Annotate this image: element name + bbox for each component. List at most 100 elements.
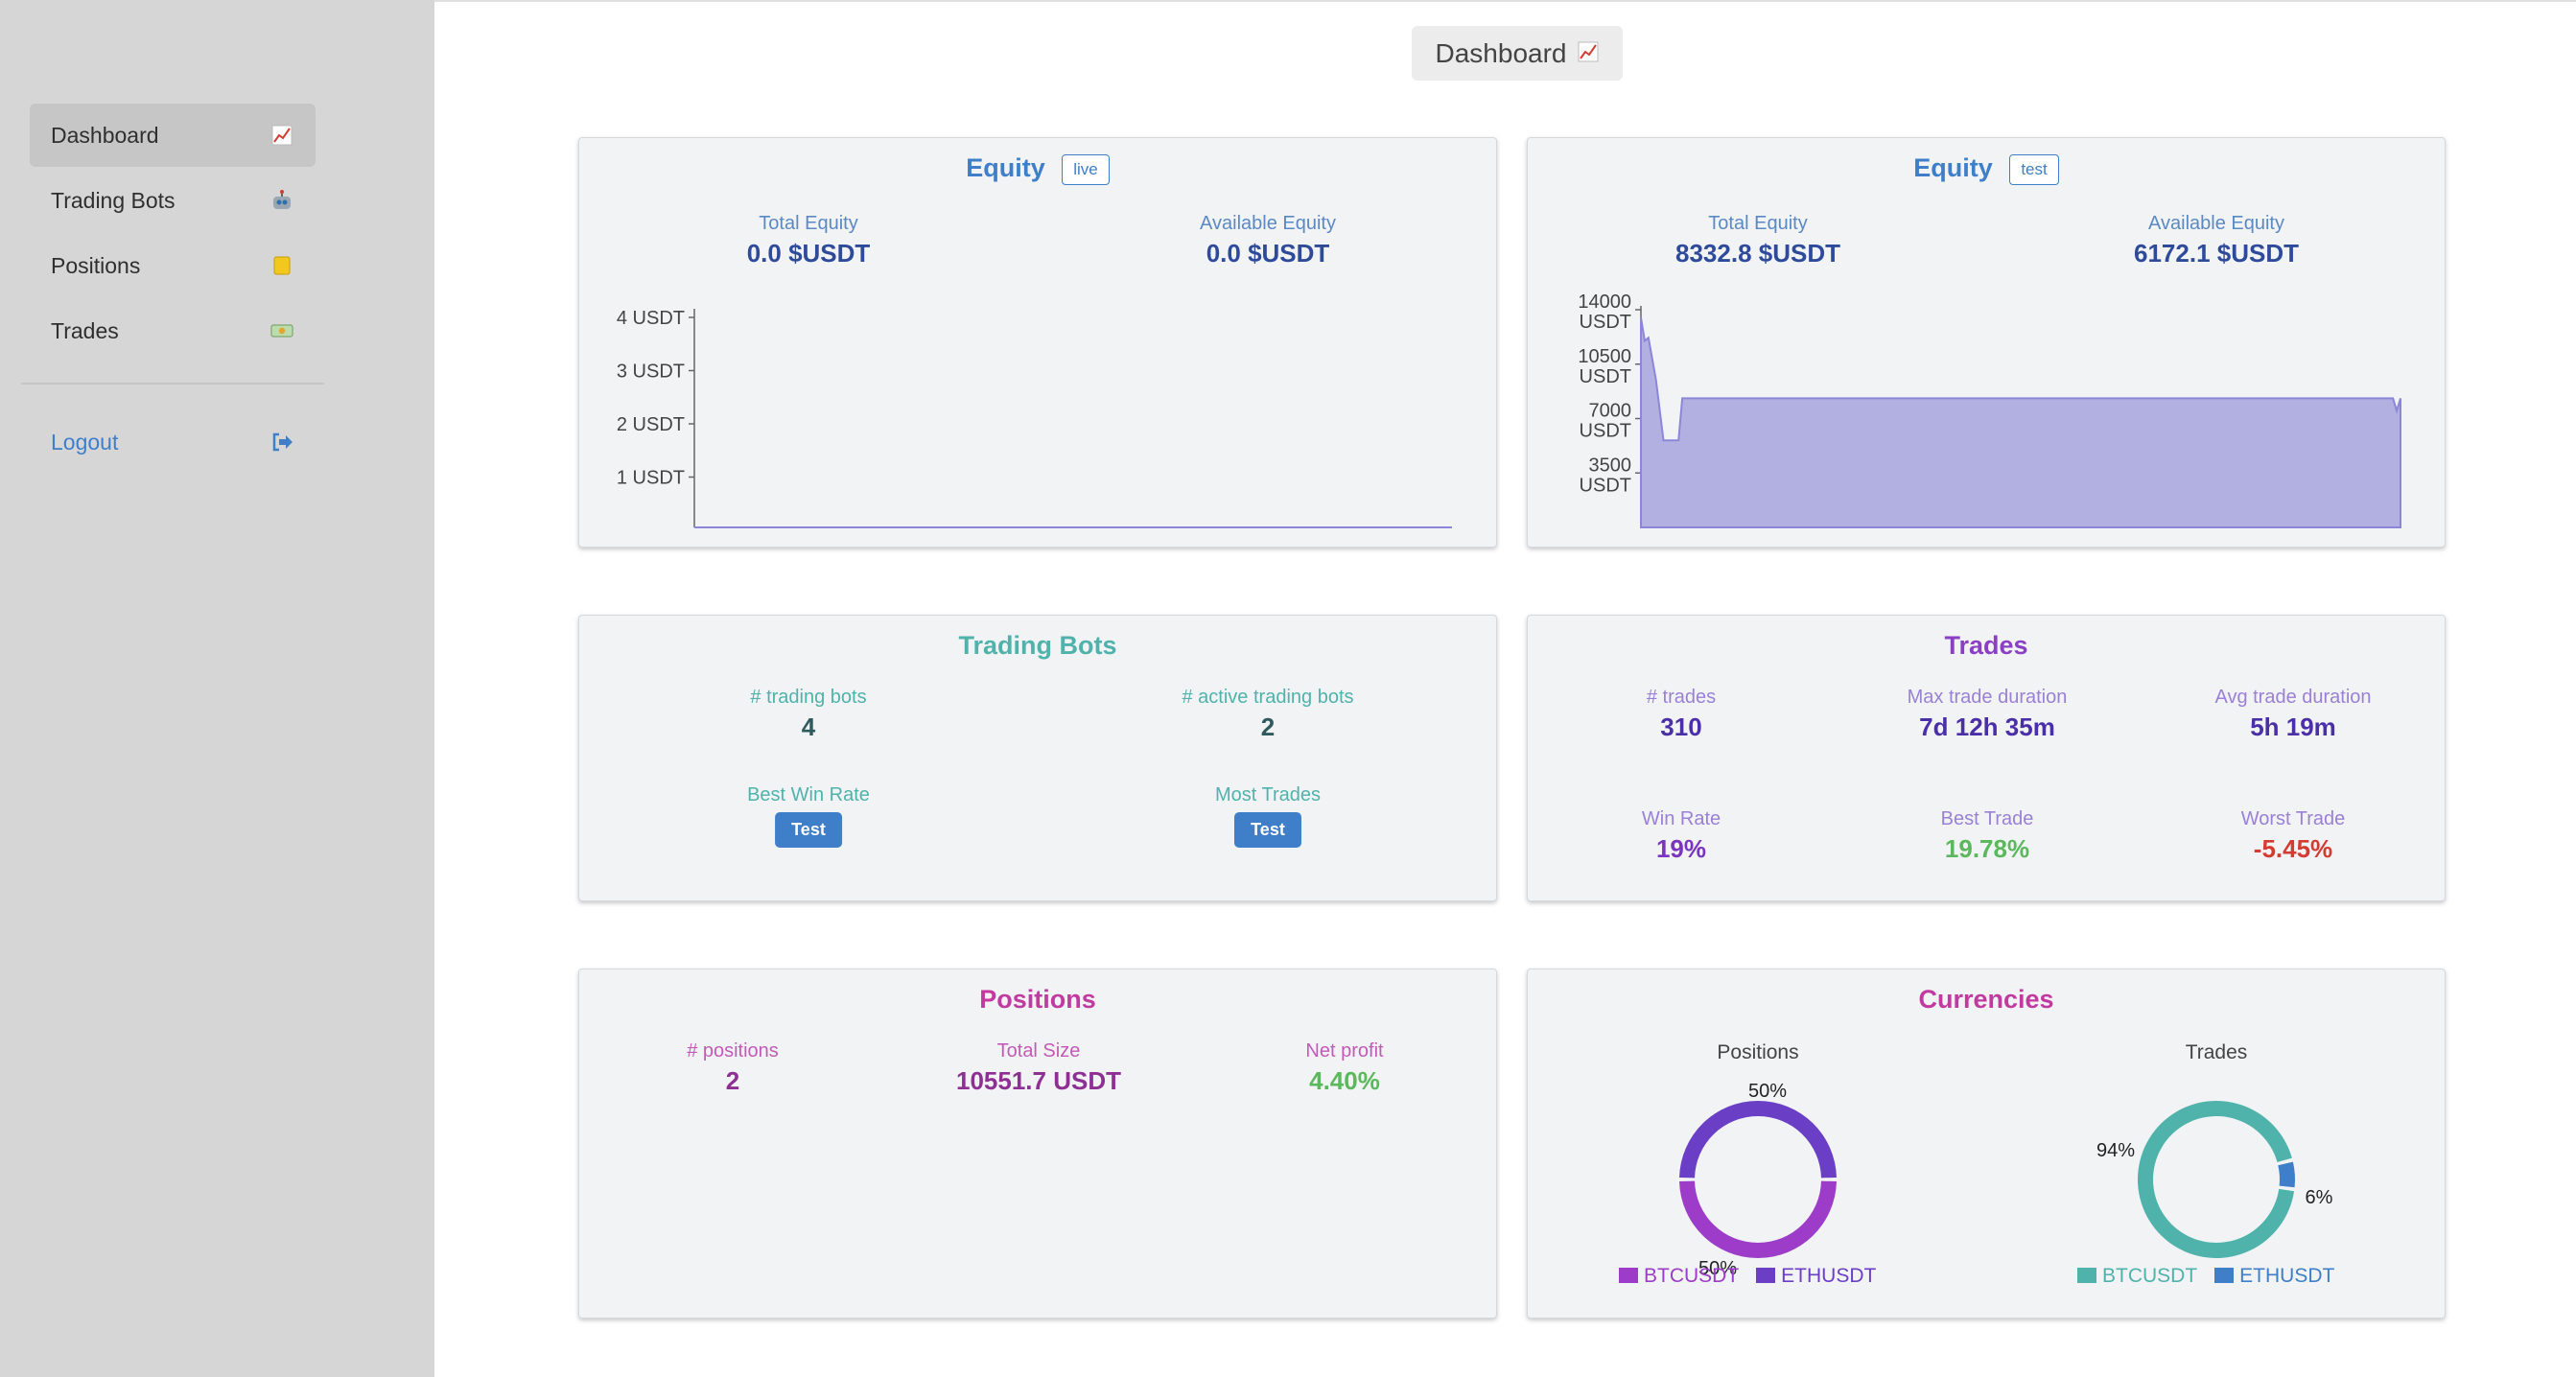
chart-increasing-icon xyxy=(269,123,294,148)
best-win-rate-stat: Best Win Rate Test xyxy=(747,784,870,848)
trades-donut-chart: 94% 6% xyxy=(2096,1101,2333,1258)
sidebar-item-label: Trades xyxy=(51,317,119,343)
live-badge: live xyxy=(1062,153,1110,185)
card-title: Equity test xyxy=(1528,153,2445,185)
total-size-stat: Total Size 10551.7 USDT xyxy=(956,1040,1121,1096)
stat-value: -5.45% xyxy=(2253,834,2333,863)
stat-value: 10551.7 USDT xyxy=(956,1066,1121,1095)
y-tick-unit: USDT xyxy=(1580,312,1631,333)
stat-label: # active trading bots xyxy=(1182,687,1354,708)
stat-label: Win Rate xyxy=(1641,808,1721,829)
stat-label: Total Equity xyxy=(1708,213,1808,234)
legend-label: ETHUSDT xyxy=(1781,1265,1877,1287)
legend-item-ethusdt[interactable]: ETHUSDT xyxy=(1756,1265,1876,1288)
note-icon xyxy=(269,253,294,278)
stat-value: 7d 12h 35m xyxy=(1919,712,2055,741)
legend-item-btcusdt[interactable]: BTCUSDT xyxy=(1619,1265,1739,1288)
stat-value: 6172.1 $USDT xyxy=(2134,239,2299,268)
trades-chart-title: Trades xyxy=(2185,1041,2248,1063)
equity-title: Equity xyxy=(1913,153,1993,182)
most-trades-stat: Most Trades Test xyxy=(1215,784,1321,848)
stat-value: 2 xyxy=(1260,712,1276,741)
donut-slice-btcusdt xyxy=(1679,1180,1837,1259)
stat-value: 4 xyxy=(801,712,816,741)
sidebar-item-trades[interactable]: Trades xyxy=(30,299,316,362)
total-equity-stat: Total Equity 8332.8 $USDT xyxy=(1675,213,1840,268)
stat-label: Net profit xyxy=(1305,1040,1384,1062)
y-tick-label: 3 USDT xyxy=(617,362,685,383)
legend-swatch xyxy=(1619,1268,1638,1283)
available-equity-stat: Available Equity 6172.1 $USDT xyxy=(2134,213,2299,268)
best-trade-stat: Best Trade 19.78% xyxy=(1941,808,2034,864)
legend-item-ethusdt[interactable]: ETHUSDT xyxy=(2214,1265,2334,1288)
sidebar-item-label: Dashboard xyxy=(51,122,159,148)
available-equity-stat: Available Equity 0.0 $USDT xyxy=(1200,213,1336,268)
trades-count-stat: # trades 310 xyxy=(1647,687,1716,742)
sidebar-divider xyxy=(21,383,324,385)
money-icon xyxy=(269,318,294,343)
stat-label: Most Trades xyxy=(1214,784,1322,805)
card-title: Equity live xyxy=(579,153,1496,185)
stat-value: 8332.8 $USDT xyxy=(1675,239,1840,268)
page-title-text: Dashboard xyxy=(1435,37,1567,68)
sign-out-icon xyxy=(269,430,294,455)
logout-button[interactable]: Logout xyxy=(30,410,316,474)
sidebar-item-positions[interactable]: Positions xyxy=(30,234,316,297)
positions-card: Positions # positions 2 Total Size 10551… xyxy=(578,969,1497,1319)
card-title: Positions xyxy=(979,985,1096,1014)
y-tick-label: 10500 xyxy=(1578,346,1631,367)
equity-title: Equity xyxy=(966,153,1045,182)
y-tick-label: 14000 xyxy=(1578,292,1631,313)
sidebar: Dashboard Trading Bots Positions Trades … xyxy=(0,0,434,1377)
most-trades-bot-button[interactable]: Test xyxy=(1234,812,1301,848)
legend-swatch xyxy=(1756,1268,1776,1283)
card-title: Currencies xyxy=(1918,985,2054,1014)
trades-card: Trades # trades 310 Max trade duration 7… xyxy=(1527,615,2446,901)
y-tick-label: 7000 xyxy=(1589,401,1632,422)
total-equity-stat: Total Equity 0.0 $USDT xyxy=(747,213,871,268)
donut-data-label: 94% xyxy=(2096,1140,2135,1161)
positions-legend: BTCUSDT ETHUSDT xyxy=(1619,1265,1876,1288)
positions-count-stat: # positions 2 xyxy=(687,1040,779,1096)
max-trade-duration-stat: Max trade duration 7d 12h 35m xyxy=(1908,687,2068,742)
best-win-rate-bot-button[interactable]: Test xyxy=(775,812,842,848)
stat-value: 0.0 $USDT xyxy=(1206,239,1330,268)
stat-label: Worst Trade xyxy=(2240,808,2346,829)
top-divider xyxy=(434,0,2576,2)
card-title: Trading Bots xyxy=(958,631,1117,660)
legend-swatch xyxy=(2077,1268,2096,1283)
worst-trade-stat: Worst Trade -5.45% xyxy=(2241,808,2346,864)
avg-trade-duration-stat: Avg trade duration 5h 19m xyxy=(2214,687,2371,742)
y-tick-unit: USDT xyxy=(1580,366,1631,387)
donut-slice-ethusdt xyxy=(2278,1161,2295,1188)
stat-value: 19% xyxy=(1655,834,1707,863)
stat-label: Available Equity xyxy=(2148,213,2284,234)
y-tick-label: 4 USDT xyxy=(617,308,685,329)
stat-label: # trading bots xyxy=(750,687,867,708)
equity-live-card: Equity live Total Equity 0.0 $USDT Avail… xyxy=(578,137,1497,548)
stat-label: Total Equity xyxy=(759,213,858,234)
test-badge: test xyxy=(2009,153,2059,185)
equity-live-chart: 4 USDT 3 USDT 2 USDT 1 USDT xyxy=(617,308,1452,528)
currencies-card: Currencies Positions Trades 50% 50% 94% 6%… xyxy=(1527,969,2446,1319)
page-title: Dashboard xyxy=(1412,26,1623,81)
trading-bots-card: Trading Bots # trading bots 4 # active t… xyxy=(578,615,1497,901)
legend-swatch xyxy=(2214,1268,2235,1283)
legend-label: ETHUSDT xyxy=(2239,1265,2335,1287)
stat-label: # positions xyxy=(687,1040,779,1062)
stat-label: Best Win Rate xyxy=(747,784,870,805)
sidebar-item-dashboard[interactable]: Dashboard xyxy=(30,104,316,167)
positions-chart-title: Positions xyxy=(1717,1041,1799,1063)
y-tick-label: 2 USDT xyxy=(617,414,685,435)
trades-legend: BTCUSDT ETHUSDT xyxy=(2077,1265,2334,1288)
positions-donut-chart: 50% 50% xyxy=(1679,1081,1837,1279)
legend-item-btcusdt[interactable]: BTCUSDT xyxy=(2077,1265,2197,1288)
y-tick-label: 3500 xyxy=(1589,455,1632,476)
sidebar-item-trading-bots[interactable]: Trading Bots xyxy=(30,169,316,232)
stat-value: 310 xyxy=(1660,712,1702,741)
y-tick-unit: USDT xyxy=(1580,475,1631,496)
chart-increasing-icon xyxy=(1578,38,1599,69)
equity-series-area xyxy=(1640,316,2401,528)
robot-icon xyxy=(269,188,294,213)
